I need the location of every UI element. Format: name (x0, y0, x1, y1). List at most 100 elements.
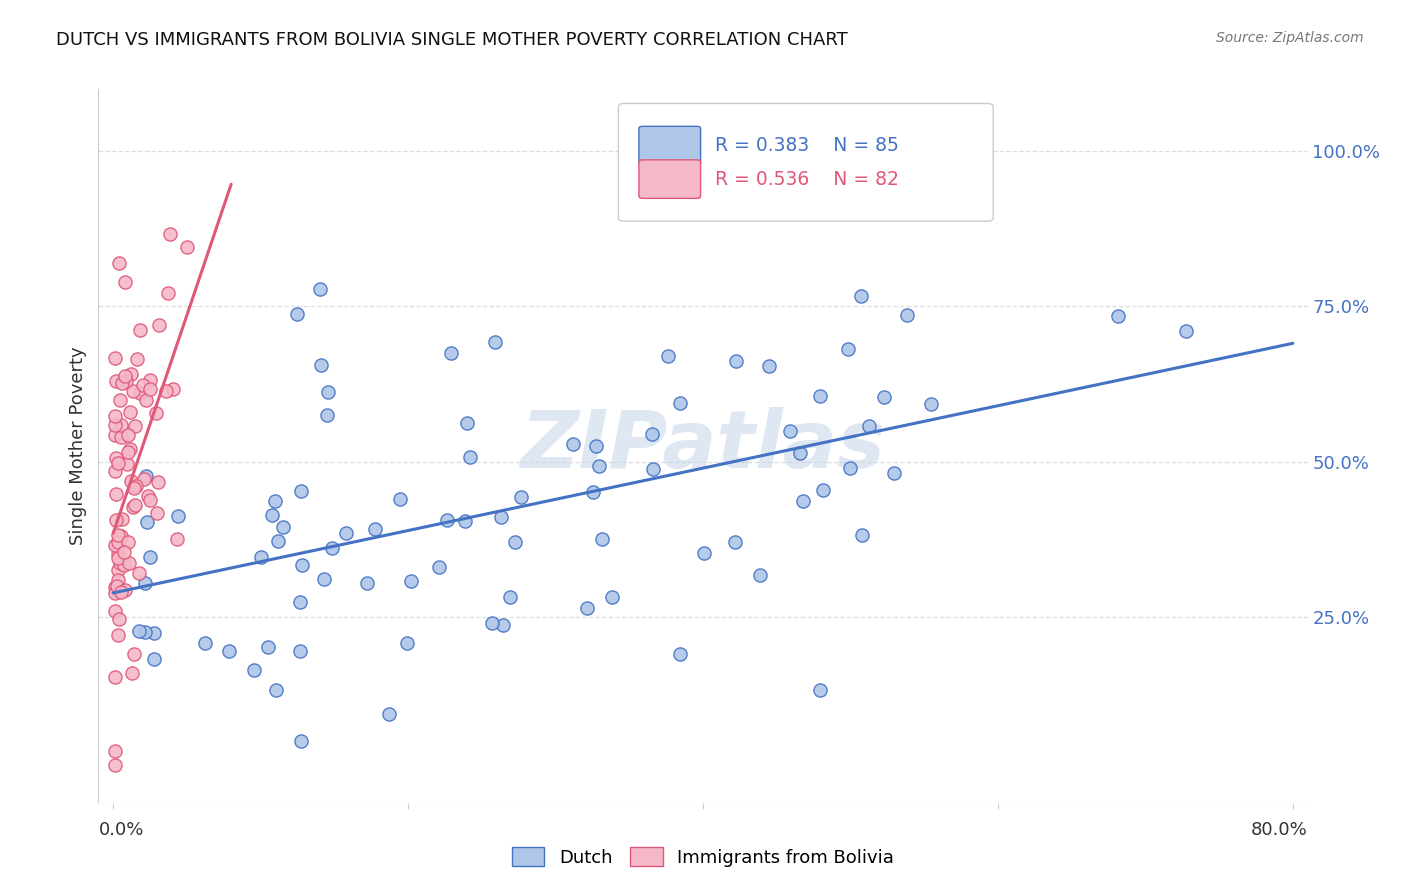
Point (668, 395, 690, 409)
Point (576, 600, 599, 615)
Point (290, 734, 312, 748)
Text: Source: ZipAtlas.com: Source: ZipAtlas.com (1216, 31, 1364, 45)
Point (290, 484, 312, 499)
Point (124, 418, 146, 433)
Y-axis label: Single Mother Poverty: Single Mother Poverty (69, 347, 87, 545)
Point (749, 567, 772, 582)
Point (132, 377, 155, 392)
Point (851, 288, 873, 302)
Point (135, 516, 157, 530)
Point (142, 651, 165, 665)
Point (288, 595, 311, 609)
Point (124, 498, 146, 512)
Point (837, 342, 859, 356)
Point (484, 335, 506, 350)
Point (117, 444, 139, 458)
Point (167, 509, 190, 524)
Point (321, 541, 343, 555)
Point (107, 527, 129, 541)
Point (105, 578, 128, 592)
Point (489, 509, 512, 524)
Point (600, 590, 623, 604)
Point (108, 557, 131, 571)
Point (641, 462, 664, 476)
Point (112, 558, 135, 572)
Point (128, 323, 150, 337)
Point (125, 479, 148, 493)
Point (312, 572, 335, 586)
Text: 80.0%: 80.0% (1251, 821, 1308, 838)
Point (107, 584, 129, 599)
Point (136, 489, 159, 503)
FancyBboxPatch shape (619, 103, 993, 221)
Point (779, 424, 801, 438)
Point (808, 388, 831, 402)
Point (107, 628, 129, 642)
Point (107, 547, 129, 561)
Point (118, 442, 141, 456)
Point (127, 351, 149, 366)
Point (104, 464, 127, 478)
Point (110, 529, 132, 543)
Point (105, 374, 128, 388)
Point (104, 603, 127, 617)
Point (117, 534, 139, 549)
Point (110, 512, 132, 526)
Point (481, 616, 503, 631)
Point (395, 635, 418, 649)
Point (288, 644, 311, 658)
Point (454, 515, 477, 529)
Point (107, 540, 129, 554)
Point (122, 647, 145, 661)
Point (104, 585, 127, 599)
Point (166, 532, 188, 546)
Point (356, 576, 378, 591)
Point (427, 560, 450, 574)
Point (176, 240, 198, 254)
Point (111, 376, 134, 390)
Point (128, 624, 150, 638)
Point (108, 612, 131, 626)
Point (114, 368, 136, 383)
Point (264, 494, 287, 508)
Point (1175, 324, 1198, 338)
Point (138, 382, 160, 396)
Point (104, 670, 127, 684)
Point (509, 491, 531, 505)
Point (401, 574, 423, 588)
Point (641, 426, 664, 441)
Point (218, 644, 240, 658)
Point (122, 500, 145, 514)
Point (110, 584, 132, 599)
Point (114, 374, 136, 388)
Point (561, 437, 583, 451)
Point (316, 384, 339, 399)
Point (104, 409, 127, 423)
Point (122, 481, 145, 495)
Point (1107, 310, 1129, 324)
Point (162, 382, 184, 396)
Point (808, 682, 831, 697)
Point (335, 526, 357, 541)
Point (110, 430, 132, 444)
Point (364, 522, 387, 536)
Point (104, 428, 127, 442)
FancyBboxPatch shape (638, 160, 700, 198)
Point (146, 475, 169, 490)
Point (120, 474, 142, 488)
Point (139, 373, 162, 387)
Point (264, 683, 287, 698)
Point (492, 618, 515, 632)
Point (588, 459, 610, 474)
Point (117, 427, 139, 442)
Point (309, 359, 332, 373)
Point (107, 551, 129, 566)
Point (669, 647, 692, 661)
Point (267, 534, 290, 549)
Point (308, 282, 330, 296)
Point (585, 439, 607, 453)
Point (789, 446, 811, 460)
Text: R = 0.536    N = 82: R = 0.536 N = 82 (716, 169, 898, 188)
Text: DUTCH VS IMMIGRANTS FROM BOLIVIA SINGLE MOTHER POVERTY CORRELATION CHART: DUTCH VS IMMIGRANTS FROM BOLIVIA SINGLE … (56, 31, 848, 49)
Point (104, 451, 127, 466)
